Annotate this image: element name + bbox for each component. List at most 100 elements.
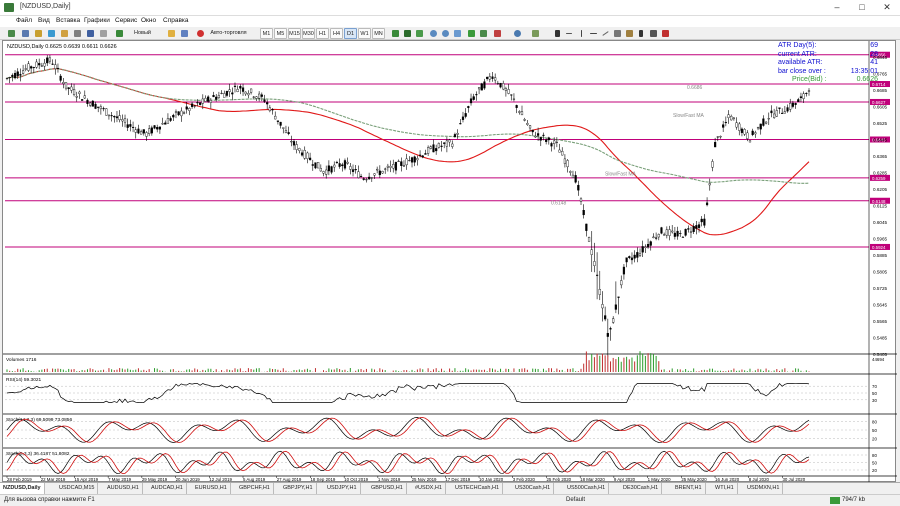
close-icon[interactable]: ✕ (883, 2, 891, 12)
volume-bar (285, 370, 287, 372)
candle-body (791, 102, 795, 107)
new-chart-icon[interactable] (6, 28, 16, 39)
candle-body (756, 127, 760, 129)
tf-w1[interactable]: W1 (358, 28, 371, 39)
tf-d1[interactable]: D1 (344, 28, 357, 39)
terminal-icon[interactable] (72, 28, 82, 39)
text-tool-icon[interactable] (636, 28, 646, 39)
chart-tab[interactable]: BRENT,H1 (672, 483, 706, 494)
minimize-icon[interactable]: – (834, 2, 840, 12)
channel-icon[interactable] (612, 28, 622, 39)
volume-bar (703, 369, 705, 372)
chart-tab[interactable]: #USDX,H1 (412, 483, 446, 494)
candle-body (13, 72, 17, 79)
chart-tab[interactable]: WTI,H1 (712, 483, 738, 494)
chart-tab[interactable]: AUDCAD,H1 (148, 483, 187, 494)
tf-m30[interactable]: M30 (302, 28, 315, 39)
stoch2-main-line (6, 450, 810, 474)
chart-tab[interactable]: GBPCHF,H1 (236, 483, 274, 494)
volume-bar (561, 369, 563, 372)
profiles-icon[interactable] (20, 28, 30, 39)
crosshair-icon[interactable] (564, 28, 574, 39)
tf-m1[interactable]: M1 (260, 28, 273, 39)
chart-tab[interactable]: DE30Cash,H1 (620, 483, 663, 494)
experts-icon[interactable] (179, 28, 189, 39)
menu-window[interactable]: Окно (141, 17, 157, 24)
candle-chart-icon[interactable] (402, 28, 412, 39)
chart-tab[interactable]: USDMXN,H1 (744, 483, 784, 494)
chart-tab[interactable]: USTECHCash,H1 (452, 483, 504, 494)
templates-icon[interactable] (530, 28, 540, 39)
volume-bar (733, 368, 735, 372)
autoscroll-icon[interactable] (466, 28, 476, 39)
zoom-out-icon[interactable] (440, 28, 450, 39)
price-tick: 0.6285 (873, 171, 887, 176)
bar-close-value: 13:35:01 (850, 67, 878, 75)
maximize-icon[interactable]: □ (859, 2, 865, 12)
metaeditor-icon[interactable] (166, 28, 176, 39)
navigator-icon[interactable] (59, 28, 69, 39)
menu-insert[interactable]: Вставка (56, 17, 81, 24)
price-tick: 0.5885 (873, 253, 887, 258)
app-icon (4, 3, 14, 12)
menu-file[interactable]: Файл (16, 17, 32, 24)
candle-body (56, 67, 60, 69)
market-watch-icon[interactable] (33, 28, 43, 39)
volume-bar (355, 370, 357, 372)
chart-tab[interactable]: NZDUSD,Daily (0, 483, 45, 494)
line-chart-icon[interactable] (414, 28, 424, 39)
history-icon[interactable] (98, 28, 108, 39)
tf-mn[interactable]: MN (372, 28, 385, 39)
menu-view[interactable]: Вид (38, 17, 50, 24)
status-profile: Default (566, 497, 586, 503)
chart-tab[interactable]: AUDUSD,H1 (104, 483, 143, 494)
indicators-icon[interactable] (492, 28, 502, 39)
data-window-icon[interactable] (46, 28, 56, 39)
tf-h1[interactable]: H1 (316, 28, 329, 39)
volume-bar (647, 353, 649, 372)
label-tool-icon[interactable] (648, 28, 658, 39)
candle-body (612, 318, 615, 323)
new-order-button[interactable]: Новый ордер (114, 28, 162, 47)
fibo-icon[interactable] (624, 28, 634, 39)
candle-body (783, 111, 786, 114)
trendline-icon[interactable] (600, 28, 610, 39)
chart-tab[interactable]: US30Cash,H1 (512, 483, 555, 494)
tf-h4[interactable]: H4 (330, 28, 343, 39)
menu-charts[interactable]: Графики (84, 17, 110, 24)
tester-icon[interactable] (85, 28, 95, 39)
tf-m15[interactable]: M15 (288, 28, 301, 39)
cursor-icon[interactable] (552, 28, 562, 39)
bar-chart-icon[interactable] (390, 28, 400, 39)
chart-shift-icon[interactable] (478, 28, 488, 39)
volume-bar (363, 370, 365, 372)
candle-body (174, 111, 178, 113)
menu-bar: Файл Вид Вставка Графики Сервис Окно Спр… (0, 16, 900, 27)
chart-tab[interactable]: EURUSD,H1 (192, 483, 231, 494)
chart-tab[interactable]: GBPUSD,H1 (368, 483, 407, 494)
candle-body (488, 76, 491, 80)
tile-windows-icon[interactable] (452, 28, 462, 39)
periods-icon[interactable] (512, 28, 522, 39)
candle-body (32, 67, 35, 69)
chart-tab[interactable]: USDJPY,H1 (324, 483, 361, 494)
chart-tab[interactable]: USDCAD,M15 (56, 483, 99, 494)
menu-help[interactable]: Справка (163, 17, 189, 24)
volume-bar (768, 370, 770, 372)
vertical-line-icon[interactable] (576, 28, 586, 39)
chart-canvas[interactable]: NZDUSD,Daily 0.6625 0.6639 0.6611 0.6626… (3, 41, 897, 483)
candle-body (317, 162, 320, 169)
arrows-tool-icon[interactable] (660, 28, 670, 39)
tf-m5[interactable]: M5 (274, 28, 287, 39)
candle-body (622, 266, 626, 275)
menu-tools[interactable]: Сервис (115, 17, 138, 24)
candle-body (418, 154, 422, 156)
chart-tab[interactable]: GBPJPY,H1 (280, 483, 317, 494)
volume-bar (459, 370, 461, 372)
chart-tab[interactable]: US500Cash,H1 (564, 483, 610, 494)
chart-window[interactable]: NZDUSD,Daily 0.6625 0.6639 0.6611 0.6626… (2, 40, 897, 483)
autotrade-button[interactable]: Авто-торговля (195, 28, 253, 39)
horizontal-line-icon[interactable] (588, 28, 598, 39)
zoom-in-icon[interactable] (428, 28, 438, 39)
volume-bar (247, 368, 249, 372)
